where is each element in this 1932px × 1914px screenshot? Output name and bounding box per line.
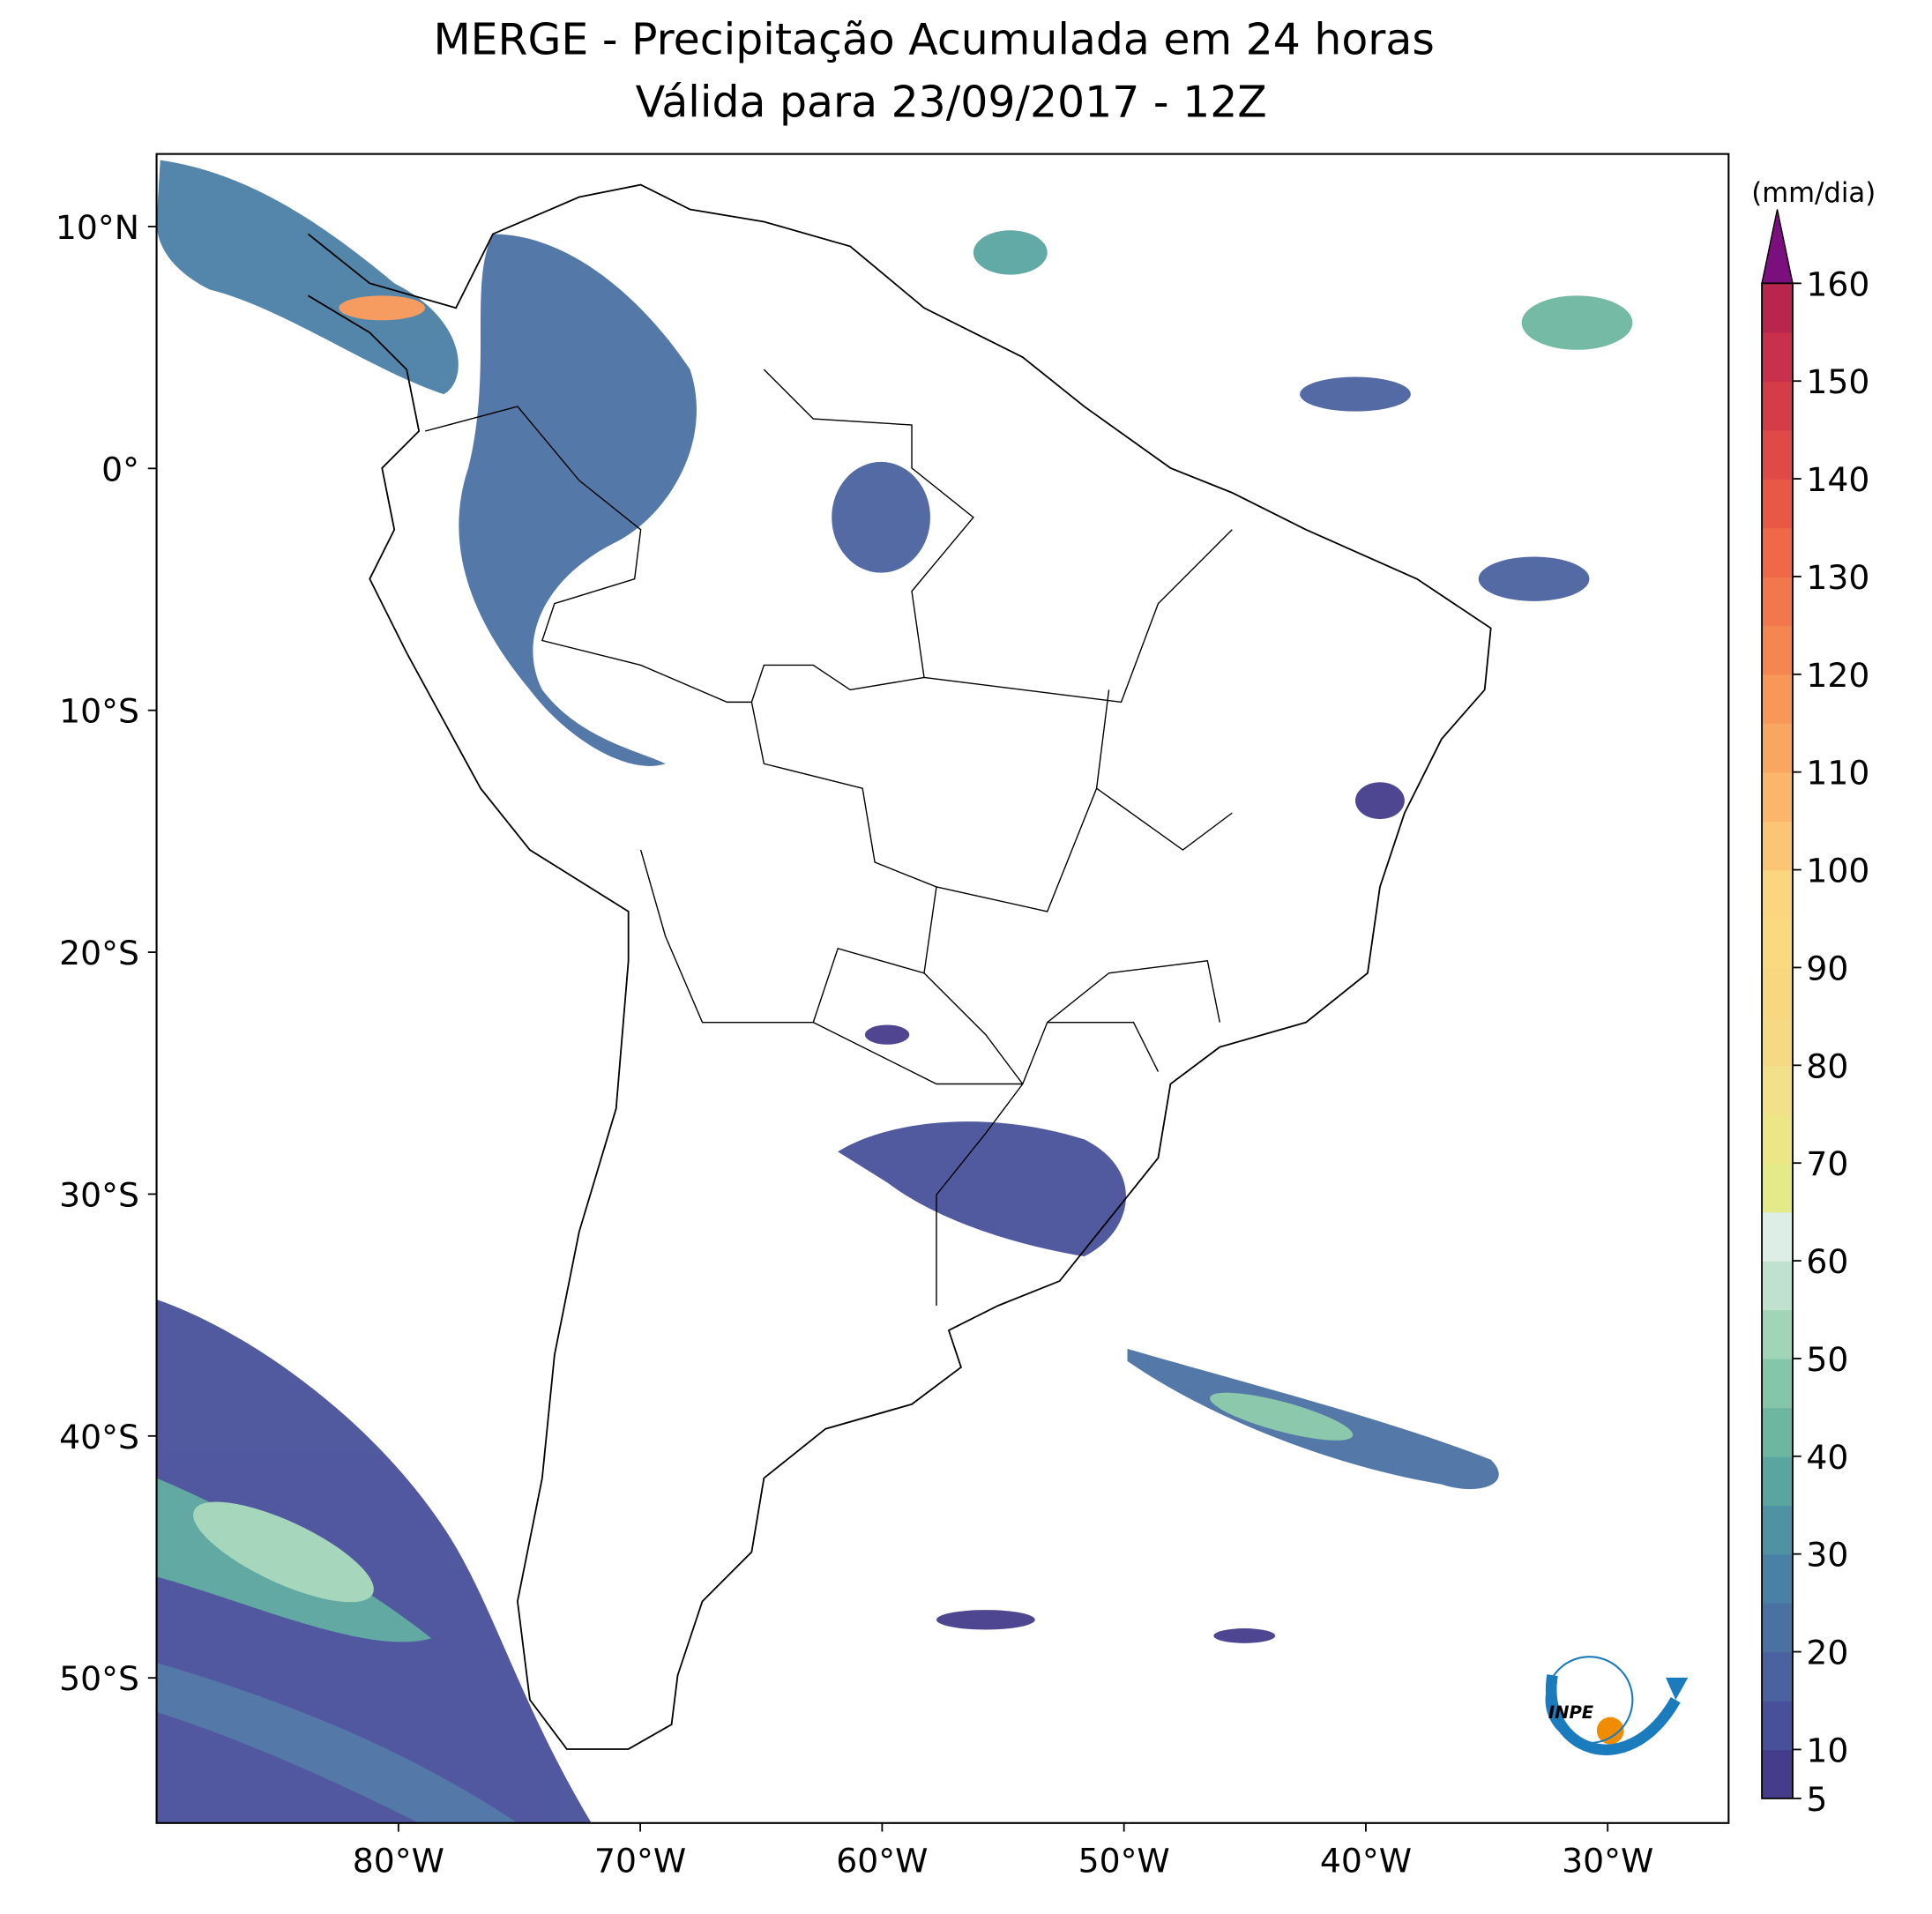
colorbar-band [1762,674,1793,724]
logo-text: INPE [1548,1702,1594,1723]
colorbar-band [1762,723,1793,773]
colorbar-band [1762,1749,1793,1799]
map-area: INPE [156,160,1689,1823]
y-tick-label: 20°S [59,934,139,972]
y-tick-label: 30°S [59,1175,139,1214]
colorbar-band [1762,625,1793,675]
colorbar-band [1762,1603,1793,1653]
colorbar-band [1762,576,1793,627]
borders [424,369,1233,1306]
coastline [307,183,1492,1750]
y-tick-label: 50°S [59,1659,139,1698]
colorbar-band [1762,283,1793,333]
x-tick-label: 40°W [1320,1842,1412,1880]
colorbar-frame [1761,282,1794,1799]
colorbar-band [1762,1261,1793,1311]
y-tick-label: 10°N [56,208,139,247]
colorbar-band [1762,1211,1793,1262]
colorbar-tick-label: 130 [1806,558,1869,597]
x-tick-label: 70°W [594,1842,686,1880]
colorbar-tick-label: 20 [1806,1634,1848,1672]
title: MERGE - Precipitação Acumulada em 24 hor… [433,14,1434,64]
colorbar-extend [1761,209,1794,285]
colorbar-tick-label: 5 [1806,1780,1827,1819]
colorbar-tick-label: 120 [1806,656,1869,695]
colorbar-band [1762,869,1793,920]
colorbar-tick-label: 140 [1806,460,1869,499]
colorbar-band [1762,331,1793,382]
logo: INPE [1545,1656,1689,1755]
colorbar-tick-label: 110 [1806,754,1869,793]
colorbar-band [1762,1456,1793,1506]
colorbar-band [1762,919,1793,969]
colorbar-band [1762,1065,1793,1115]
x-tick-label: 60°W [836,1842,928,1880]
colorbar-band [1762,821,1793,871]
colorbar-band [1762,1651,1793,1702]
colorbar-band [1762,1113,1793,1164]
colorbar-tick-label: 70 [1806,1144,1848,1183]
map-frame [155,153,1730,1824]
colorbar-tick-label: 50 [1806,1340,1848,1379]
colorbar-band [1762,1309,1793,1359]
colorbar-tick-label: 60 [1806,1242,1848,1281]
colorbar-tick-label: 40 [1806,1438,1848,1477]
colorbar-band [1762,771,1793,822]
colorbar-unit: (mm/dia) [1751,177,1876,209]
colorbar-tick-label: 30 [1806,1536,1848,1575]
colorbar-tick-label: 10 [1806,1731,1848,1769]
x-tick-label: 50°W [1078,1842,1170,1880]
colorbar-band [1762,1358,1793,1409]
subtitle: Válida para 23/09/2017 - 12Z [636,78,1267,128]
colorbar-band [1762,1700,1793,1751]
colorbar-tick-label: 100 [1806,852,1869,890]
x-tick-label: 30°W [1562,1842,1653,1880]
colorbar-band [1762,479,1793,529]
colorbar-band [1762,429,1793,480]
x-tick-label: 80°W [353,1842,444,1880]
colorbar-band [1762,1553,1793,1604]
colorbar-tick-label: 80 [1806,1046,1848,1085]
colorbar-band [1762,527,1793,577]
y-tick-label: 40°S [59,1418,139,1456]
colorbar-band [1762,1407,1793,1457]
colorbar-tick-label: 160 [1806,264,1869,303]
y-tick-label: 0° [101,450,139,488]
colorbar-band [1762,967,1793,1017]
colorbar-band [1762,381,1793,431]
colorbar-tick-label: 150 [1806,362,1869,401]
y-tick-label: 10°S [59,692,139,731]
colorbar-band [1762,1505,1793,1555]
precipitation [156,160,1633,1823]
colorbar-tick-label: 90 [1806,949,1848,987]
colorbar-band [1762,1163,1793,1213]
colorbar-band [1762,1016,1793,1067]
